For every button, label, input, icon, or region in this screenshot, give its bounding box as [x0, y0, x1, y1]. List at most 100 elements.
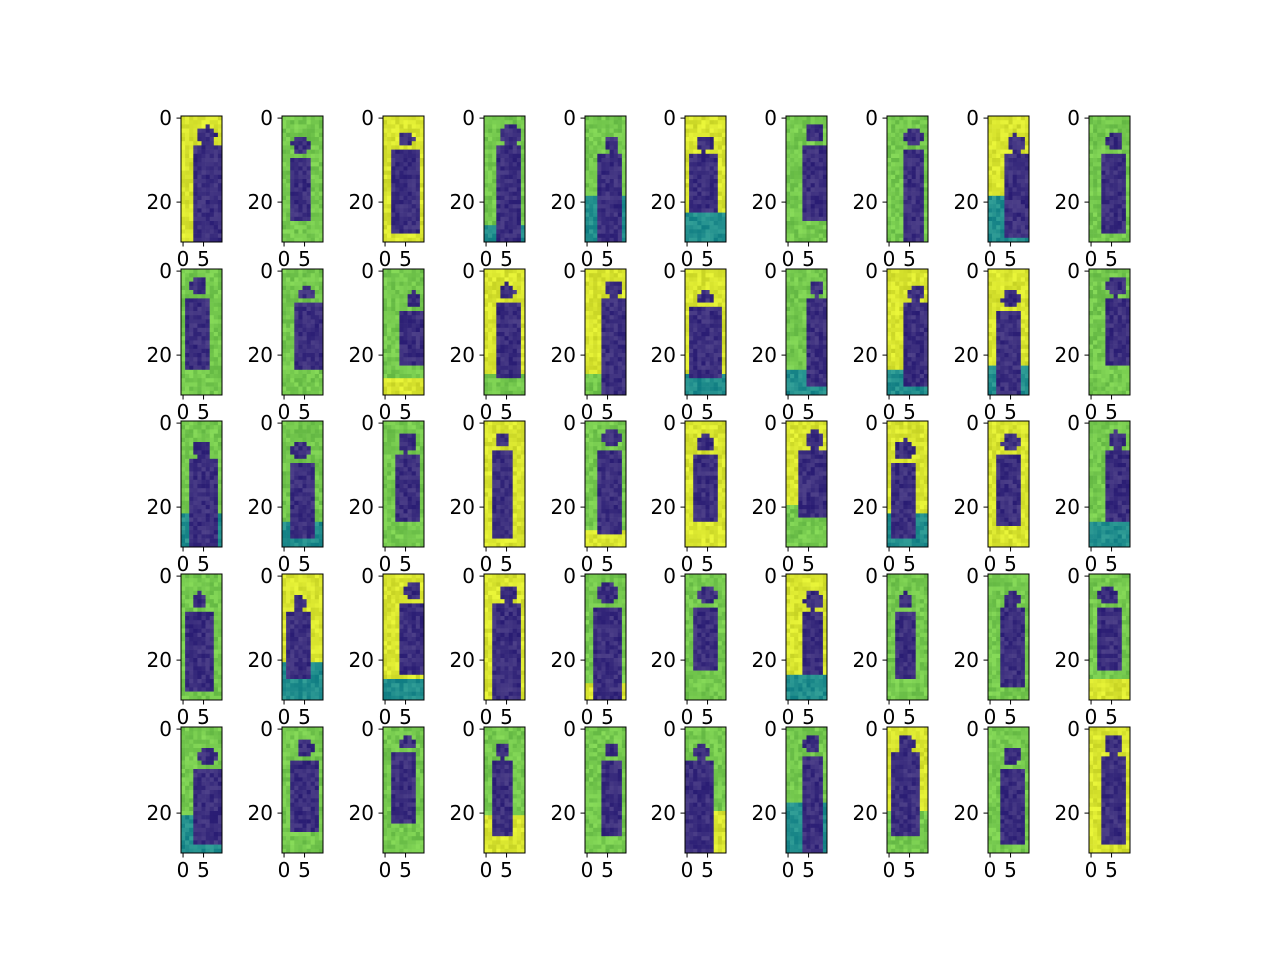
y-tick-label: 0 [663, 717, 676, 741]
x-tick-label: 0 [177, 552, 190, 576]
x-tick-label: 5 [1004, 400, 1017, 424]
x-tick-label: 5 [298, 705, 311, 729]
x-tick-label: 0 [681, 705, 694, 729]
x-tick-label: 0 [782, 705, 795, 729]
x-tick-label: 5 [197, 552, 210, 576]
y-tick-label: 20 [954, 343, 979, 367]
y-tick-label: 20 [450, 190, 475, 214]
x-tick-label: 5 [298, 858, 311, 882]
x-tick-label: 5 [399, 705, 412, 729]
y-tick-label: 20 [954, 190, 979, 214]
y-tick-label: 20 [450, 343, 475, 367]
x-tick-label: 0 [1085, 858, 1098, 882]
y-tick-label: 0 [260, 411, 273, 435]
x-tick-label: 0 [177, 400, 190, 424]
x-tick-label: 0 [681, 247, 694, 271]
y-tick-label: 0 [1067, 717, 1080, 741]
x-tick-label: 5 [1105, 705, 1118, 729]
x-tick-label: 5 [399, 552, 412, 576]
y-tick-label: 20 [651, 190, 676, 214]
x-tick-label: 5 [500, 247, 513, 271]
x-tick-label: 5 [701, 552, 714, 576]
x-tick-label: 5 [298, 247, 311, 271]
y-tick-label: 20 [651, 801, 676, 825]
y-tick-label: 20 [450, 495, 475, 519]
y-tick-label: 0 [1067, 106, 1080, 130]
y-tick-label: 0 [159, 564, 172, 588]
y-tick-label: 20 [1055, 648, 1080, 672]
x-tick-label: 0 [1085, 400, 1098, 424]
x-tick-label: 0 [782, 858, 795, 882]
y-tick-label: 0 [1067, 259, 1080, 283]
y-tick-label: 20 [853, 495, 878, 519]
x-tick-label: 5 [1105, 400, 1118, 424]
y-tick-label: 20 [349, 495, 374, 519]
x-tick-label: 0 [984, 858, 997, 882]
y-tick-label: 0 [462, 411, 475, 435]
y-tick-label: 0 [361, 564, 374, 588]
y-tick-label: 20 [1055, 801, 1080, 825]
y-tick-label: 0 [966, 259, 979, 283]
x-tick-label: 5 [500, 705, 513, 729]
x-tick-label: 0 [177, 705, 190, 729]
y-tick-label: 0 [663, 106, 676, 130]
y-tick-label: 20 [551, 495, 576, 519]
x-tick-label: 0 [581, 400, 594, 424]
x-tick-label: 0 [883, 400, 896, 424]
y-tick-label: 20 [248, 190, 273, 214]
y-tick-label: 0 [159, 259, 172, 283]
y-tick-label: 0 [361, 259, 374, 283]
x-tick-label: 0 [984, 400, 997, 424]
x-tick-label: 0 [883, 552, 896, 576]
x-tick-label: 5 [1105, 247, 1118, 271]
x-tick-label: 0 [782, 552, 795, 576]
x-tick-label: 5 [197, 247, 210, 271]
x-tick-label: 0 [883, 247, 896, 271]
y-tick-label: 0 [764, 564, 777, 588]
x-tick-label: 5 [802, 705, 815, 729]
y-tick-label: 20 [551, 801, 576, 825]
x-tick-label: 0 [1085, 705, 1098, 729]
x-tick-label: 5 [802, 247, 815, 271]
y-tick-label: 20 [551, 343, 576, 367]
y-tick-label: 0 [159, 411, 172, 435]
y-tick-label: 20 [853, 648, 878, 672]
x-tick-label: 5 [701, 858, 714, 882]
x-tick-label: 0 [177, 858, 190, 882]
y-tick-label: 0 [966, 564, 979, 588]
x-tick-label: 5 [601, 400, 614, 424]
x-tick-label: 0 [782, 400, 795, 424]
y-tick-label: 0 [563, 106, 576, 130]
y-tick-label: 20 [349, 190, 374, 214]
y-tick-label: 20 [1055, 495, 1080, 519]
x-tick-label: 0 [1085, 552, 1098, 576]
y-tick-label: 0 [563, 564, 576, 588]
x-tick-label: 0 [581, 247, 594, 271]
y-tick-label: 0 [1067, 411, 1080, 435]
x-tick-label: 0 [984, 552, 997, 576]
x-tick-label: 0 [379, 247, 392, 271]
y-tick-label: 20 [450, 801, 475, 825]
y-tick-label: 20 [248, 495, 273, 519]
y-tick-label: 0 [260, 106, 273, 130]
x-tick-label: 5 [1004, 247, 1017, 271]
x-tick-label: 5 [298, 400, 311, 424]
x-tick-label: 0 [681, 552, 694, 576]
y-tick-label: 20 [853, 190, 878, 214]
x-tick-label: 0 [581, 552, 594, 576]
